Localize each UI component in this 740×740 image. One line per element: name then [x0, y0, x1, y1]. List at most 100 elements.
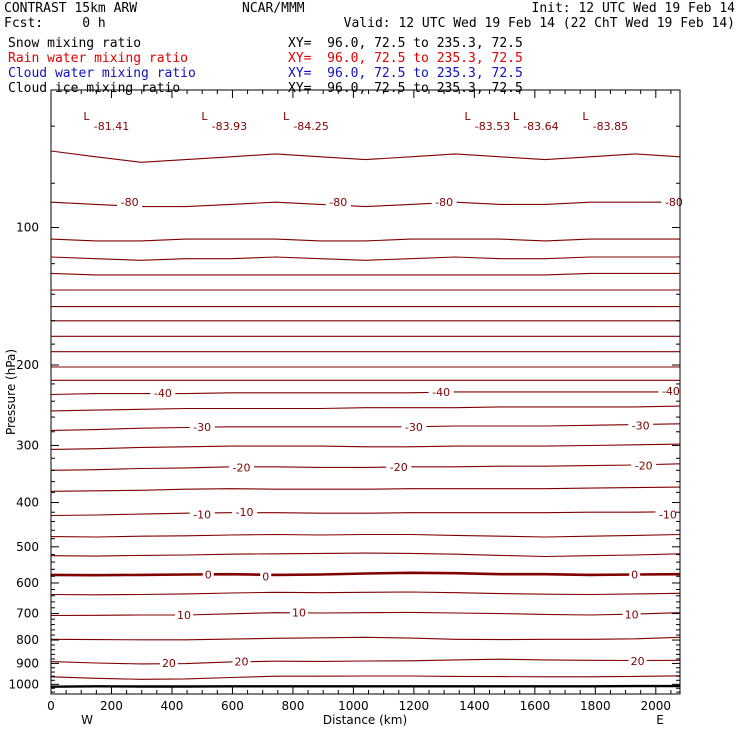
contour-label-11: -20	[390, 461, 408, 474]
contour-line-16	[50, 463, 681, 471]
x-tick-label-1800: 1800	[580, 699, 611, 713]
contour-label-16: 0	[205, 569, 212, 582]
contour-line-21	[50, 571, 681, 577]
low-value-3: -83.53	[475, 120, 510, 133]
contour-label-bg-19	[175, 608, 194, 621]
label-layer: -80 -80 -80 -80 -40 -40 -40 -30 -30 -30 -20 -20 -20 -…	[83, 110, 687, 670]
field-xy-cloud-water: XY= 96.0, 72.5 to 235.3, 72.5	[288, 66, 523, 81]
contour-label-bg-2	[431, 196, 457, 209]
contour-line-3	[50, 256, 680, 261]
contour-label-18: 0	[631, 569, 638, 582]
low-value-bg-2	[288, 120, 335, 132]
x-tick-label-1400: 1400	[459, 699, 490, 713]
contour-label-21: 10	[625, 608, 639, 621]
contour-label-17: 0	[262, 570, 269, 583]
x-tick-label-2000: 2000	[641, 699, 672, 713]
contour-line-26	[50, 675, 681, 680]
contour-line-12	[50, 391, 680, 396]
contour-label-13: -10	[193, 509, 211, 522]
x-tick-label-0: 0	[47, 699, 55, 713]
x-tick-label-1000: 1000	[338, 699, 369, 713]
contour-line-19	[50, 533, 681, 538]
contour-line-22	[50, 591, 681, 596]
x-tick-label-1200: 1200	[399, 699, 430, 713]
contour-line-24	[50, 636, 681, 641]
y-tick-label-400: 400	[16, 496, 39, 510]
contour-label-bg-20	[289, 606, 308, 619]
contour-label-bg-22	[159, 656, 178, 669]
contour-label-15: -10	[659, 509, 677, 522]
low-value-2: -84.25	[293, 120, 328, 133]
contour-label-10: -20	[233, 461, 251, 474]
contour-label-7: -30	[193, 421, 211, 434]
contour-label-bg-14	[232, 506, 258, 519]
y-axis-title: Pressure (hPa)	[4, 349, 18, 435]
contour-label-14: -10	[236, 506, 254, 519]
contour-line-25	[50, 658, 681, 665]
contour-label-9: -30	[632, 419, 650, 432]
contour-label-bg-21	[622, 608, 641, 621]
x-axis-title: Distance (km)	[323, 713, 407, 727]
contour-label-6: -40	[662, 385, 680, 398]
low-value-0: -81.41	[94, 120, 129, 133]
x-tick-label-600: 600	[221, 699, 244, 713]
y-tick-label-100: 100	[16, 221, 39, 235]
contour-label-bg-17	[260, 570, 272, 583]
x-end-label-east: E	[656, 713, 664, 727]
contour-line-15	[50, 443, 681, 450]
contour-line-13	[50, 405, 681, 412]
contour-line-2	[50, 238, 680, 242]
contour-label-19: 10	[177, 609, 191, 622]
contour-label-bg-7	[189, 420, 215, 433]
low-value-bg-4	[517, 120, 564, 132]
contour-label-bg-0	[117, 196, 143, 209]
contour-label-bg-18	[629, 568, 641, 581]
contour-label-1: -80	[329, 196, 347, 209]
contour-line-4	[50, 272, 680, 276]
contour-line-23	[50, 611, 681, 617]
x-end-label-west: W	[81, 713, 93, 727]
contour-label-0: -80	[121, 196, 139, 209]
low-value-bg-5	[587, 120, 634, 132]
low-value-bg-0	[88, 120, 135, 132]
contour-label-bg-9	[628, 419, 654, 432]
y-tick-label-700: 700	[16, 607, 39, 621]
y-tick-label-800: 800	[16, 633, 39, 647]
contour-label-23: 20	[235, 656, 249, 669]
low-marker-3: L	[464, 110, 471, 123]
y-tick-label-500: 500	[16, 540, 39, 554]
low-value-bg-1	[206, 120, 253, 132]
contour-label-bg-15	[655, 508, 681, 521]
low-value-5: -83.85	[593, 120, 628, 133]
contour-layer	[50, 150, 681, 680]
contour-label-2: -80	[435, 196, 453, 209]
init-time: Init: 12 UTC Wed 19 Feb 14	[531, 1, 736, 16]
contour-label-3: -80	[665, 196, 683, 209]
contour-label-bg-6	[658, 385, 684, 398]
y-tick-label-600: 600	[16, 576, 39, 590]
terrain-line	[50, 684, 680, 688]
y-tick-label-200: 200	[16, 358, 39, 372]
contour-label-bg-16	[202, 568, 214, 581]
contour-line-14	[50, 423, 681, 431]
contour-line-18	[50, 511, 681, 517]
field-name-cloud-water: Cloud water mixing ratio	[8, 66, 196, 81]
contour-label-bg-13	[189, 508, 215, 521]
contour-label-12: -20	[635, 460, 653, 473]
terrain-layer	[50, 684, 680, 688]
contour-label-bg-12	[631, 459, 657, 472]
low-marker-1: L	[201, 110, 208, 123]
low-marker-0: L	[83, 110, 90, 123]
field-name-snow: Snow mixing ratio	[8, 36, 142, 51]
contour-label-bg-8	[401, 420, 427, 433]
y-tick-label-900: 900	[16, 656, 39, 670]
contour-label-bg-23	[232, 655, 251, 668]
contour-label-20: 10	[292, 607, 306, 620]
center-label: NCAR/MMM	[242, 1, 305, 16]
model-title: CONTRAST 15km ARW	[4, 1, 138, 16]
contour-line-20	[50, 552, 681, 558]
low-marker-5: L	[582, 110, 589, 123]
field-name-cloud-ice: Cloud ice mixing ratio	[8, 81, 181, 96]
contour-label-4: -40	[154, 387, 172, 400]
